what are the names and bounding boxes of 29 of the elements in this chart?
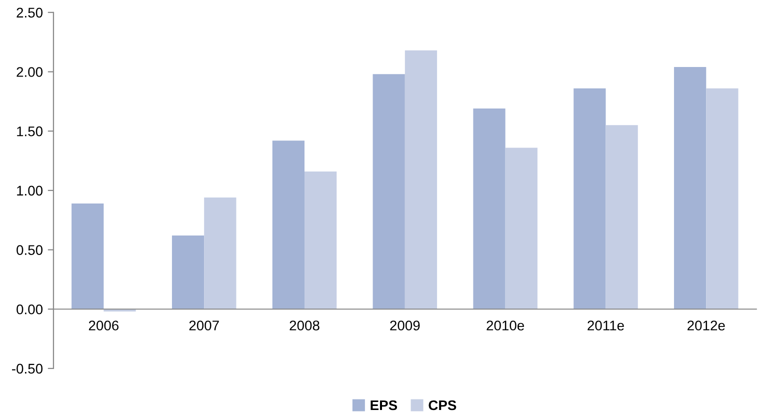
y-tick-label: 1.50 bbox=[17, 126, 43, 136]
y-tick-label: -0.50 bbox=[12, 364, 43, 374]
legend-label: EPS bbox=[370, 400, 398, 410]
x-tick-label: 2012e bbox=[688, 320, 725, 330]
y-tick-label: 1.00 bbox=[17, 186, 43, 196]
bar bbox=[204, 198, 236, 310]
x-tick-label: 2006 bbox=[88, 320, 119, 330]
bar bbox=[674, 67, 706, 310]
bar bbox=[706, 88, 738, 310]
legend-label: CPS bbox=[428, 400, 456, 410]
bar bbox=[505, 148, 538, 310]
y-tick-label: 0.50 bbox=[16, 245, 43, 255]
x-tick-label: 2011e bbox=[588, 320, 624, 330]
x-tick-label: 2007 bbox=[189, 320, 219, 330]
x-tick-label: 2010e bbox=[486, 320, 524, 330]
bar bbox=[272, 140, 305, 310]
y-tick-label: 2.50 bbox=[16, 8, 43, 18]
bar bbox=[574, 88, 606, 310]
bar bbox=[172, 236, 204, 310]
bar bbox=[304, 171, 337, 310]
bar bbox=[372, 74, 405, 310]
x-tick-label: 2009 bbox=[390, 320, 420, 330]
bar bbox=[606, 125, 638, 310]
bar bbox=[473, 108, 506, 310]
bar bbox=[404, 50, 438, 310]
x-tick-label: 2008 bbox=[290, 320, 320, 330]
bar bbox=[72, 203, 104, 310]
y-tick-label: 0.00 bbox=[16, 304, 43, 314]
y-tick-label: 2.00 bbox=[16, 67, 43, 77]
